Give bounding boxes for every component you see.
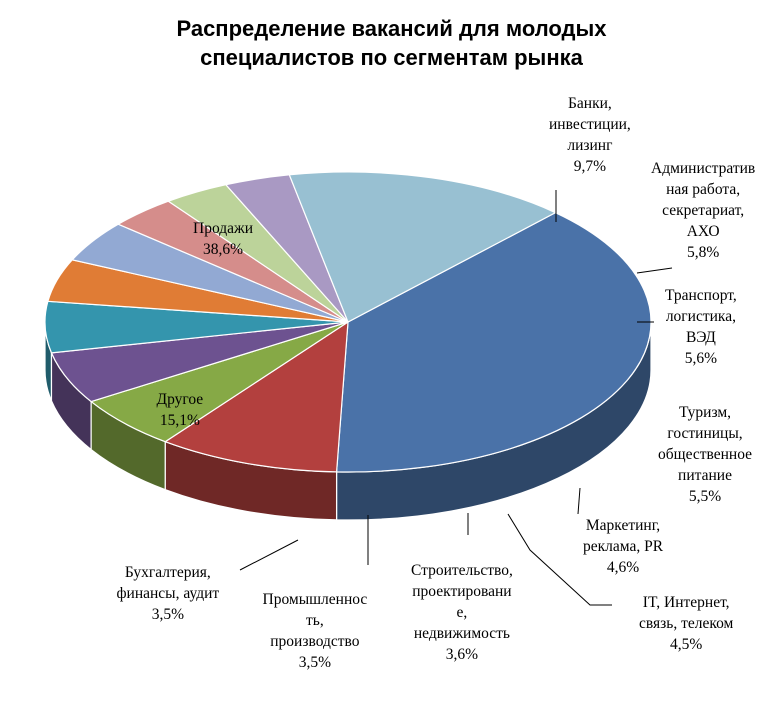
- pie-slice: [288, 171, 557, 323]
- slice-label-line: IT, Интернет,: [642, 594, 730, 611]
- slice-label-line: проектировани: [412, 583, 512, 600]
- slice-label-line: ть,: [306, 612, 324, 629]
- slice-label: Банки, инвестиции, лизинг 9,7%: [549, 93, 631, 177]
- slice-label-line: гостиницы,: [667, 425, 743, 442]
- leader-line: [636, 267, 673, 274]
- slice-label: Строительство, проектировани е, недвижимост…: [411, 560, 513, 665]
- slice-label-line: Банки,: [568, 95, 612, 112]
- slice-label-line: 4,5%: [670, 636, 703, 653]
- slice-label-line: Бухгалтерия,: [124, 564, 211, 581]
- slice-label-line: общественное: [658, 446, 753, 463]
- slice-label-line: инвестиции,: [549, 116, 631, 133]
- slice-label: Другое 15,1%: [157, 389, 204, 431]
- chart-title: Распределение вакансий для молодых специ…: [0, 14, 783, 72]
- slice-label-line: Другое: [156, 391, 204, 408]
- pie-slice: [335, 211, 652, 473]
- slice-label: Бухгалтерия, финансы, аудит 3,5%: [117, 562, 220, 625]
- slice-label-line: АХО: [686, 223, 720, 240]
- slice-label-line: ная работа,: [666, 181, 741, 198]
- slice-label: Промышленнос ть, производство 3,5%: [263, 589, 368, 673]
- chart-title-line-2: специалистов по сегментам рынка: [200, 45, 583, 70]
- slice-label: Туризм, гостиницы, общественное питание 5,5%: [658, 402, 752, 507]
- slice-label: IT, Интернет, связь, телеком 4,5%: [639, 592, 733, 655]
- slice-label-line: секретариат,: [662, 202, 745, 219]
- slice-label-line: 38,6%: [202, 241, 244, 258]
- slice-label-line: ВЭД: [685, 329, 716, 346]
- slice-label-line: 15,1%: [159, 412, 200, 429]
- slice-label-line: 5,6%: [684, 350, 718, 367]
- slice-label: Транспорт, логистика, ВЭД 5,6%: [665, 285, 737, 369]
- slice-label: Продажи 38,6%: [193, 218, 253, 260]
- slice-label-line: связь, телеком: [639, 615, 734, 632]
- slice-label-line: Туризм,: [678, 404, 732, 421]
- slice-label-line: Промышленнос: [262, 591, 368, 608]
- slice-label: Административ ная работа, секретариат, АХО 5…: [651, 158, 755, 263]
- slice-label-line: питание: [678, 467, 732, 484]
- slice-label-line: Маркетинг,: [585, 517, 661, 534]
- slice-label-line: 9,7%: [573, 158, 607, 175]
- slice-label-line: лизинг: [567, 137, 613, 154]
- slice-label-line: 3,6%: [445, 646, 479, 663]
- slice-label-line: производство: [270, 633, 360, 650]
- slice-label-line: реклама, PR: [583, 538, 664, 555]
- slice-label-line: 5,5%: [688, 488, 722, 505]
- slice-label-line: е,: [456, 604, 468, 621]
- slice-label-line: 5,8%: [686, 244, 720, 261]
- slice-label-line: Транспорт,: [665, 287, 737, 304]
- pie-slice: [163, 320, 349, 473]
- chart-title-line-1: Распределение вакансий для молодых: [176, 16, 607, 41]
- slice-label: Маркетинг, реклама, PR 4,6%: [583, 515, 663, 578]
- slice-label-line: 4,6%: [606, 559, 640, 576]
- slice-label-line: 3,5%: [151, 606, 184, 623]
- slice-label-line: Административ: [651, 160, 756, 177]
- slice-label-line: недвижимость: [413, 625, 510, 642]
- slice-label-line: финансы, аудит: [116, 585, 220, 602]
- slice-label-line: логистика,: [665, 308, 736, 325]
- leader-line: [239, 539, 299, 571]
- leader-line: [507, 513, 612, 606]
- leader-line: [577, 487, 581, 515]
- slice-label-line: 3,5%: [298, 654, 332, 671]
- slice-label-line: Строительство,: [411, 562, 513, 579]
- slice-label-line: Продажи: [193, 220, 254, 237]
